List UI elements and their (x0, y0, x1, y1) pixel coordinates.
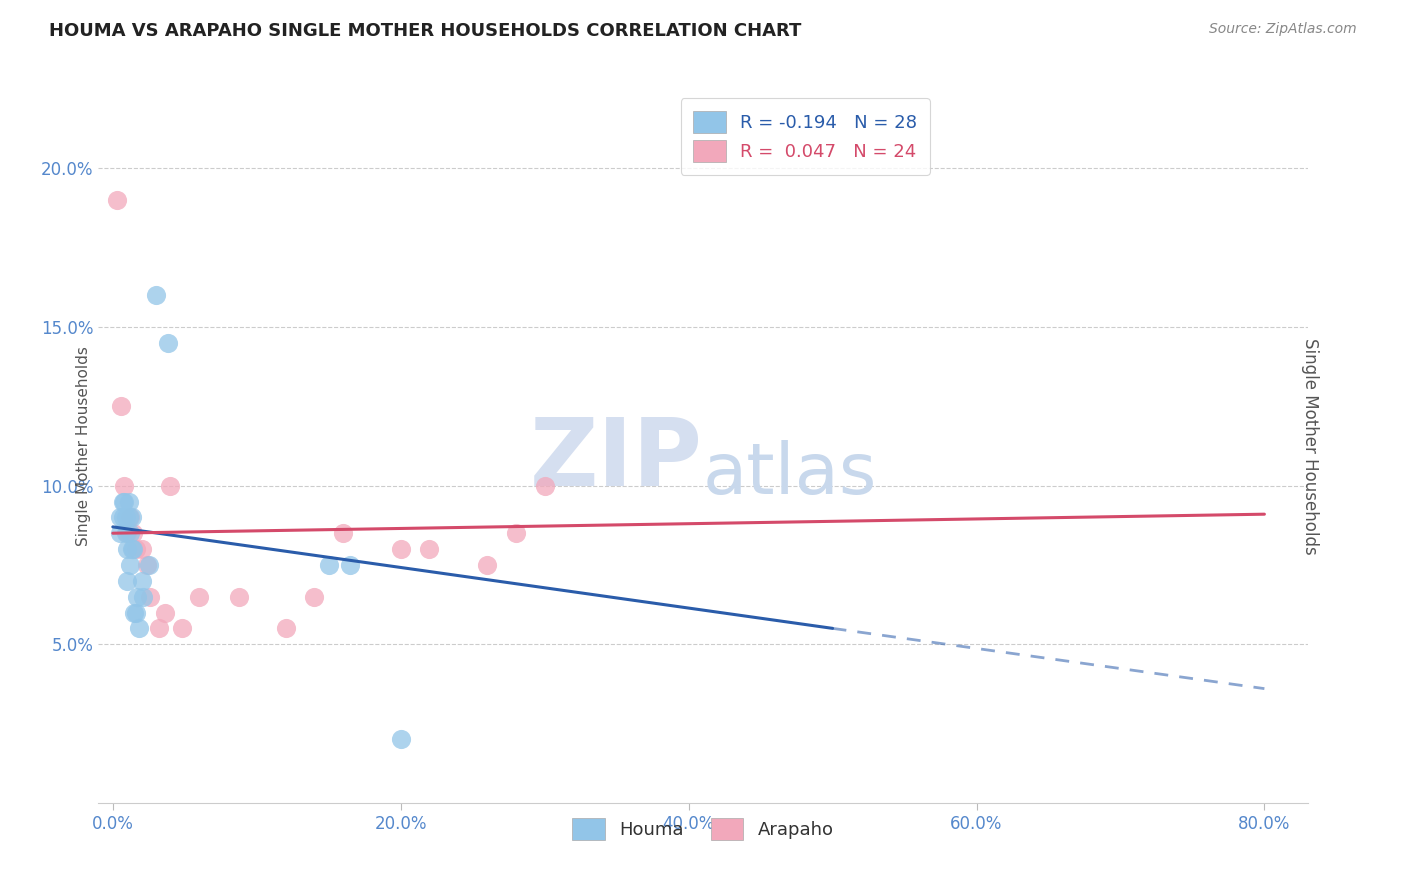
Point (114, 526, 136, 541)
Point (228, 590, 250, 604)
Point (136, 558, 159, 572)
Point (108, 510, 131, 524)
Point (132, 590, 155, 604)
Point (475, 558, 498, 572)
Text: Source: ZipAtlas.com: Source: ZipAtlas.com (1209, 22, 1357, 37)
Point (159, 478, 181, 492)
Point (139, 590, 162, 604)
Point (118, 510, 141, 524)
Point (505, 526, 527, 541)
Point (389, 732, 412, 747)
Text: HOUMA VS ARAPAHO SINGLE MOTHER HOUSEHOLDS CORRELATION CHART: HOUMA VS ARAPAHO SINGLE MOTHER HOUSEHOLD… (49, 22, 801, 40)
Point (121, 542, 143, 557)
Point (111, 494, 134, 508)
Point (138, 558, 160, 572)
Point (120, 526, 142, 541)
Point (145, 288, 167, 302)
Point (110, 400, 132, 414)
Text: ZIP: ZIP (530, 414, 703, 507)
Point (124, 606, 146, 620)
Point (274, 621, 297, 635)
Point (115, 574, 138, 588)
Y-axis label: Single Mother Households: Single Mother Households (1301, 338, 1319, 554)
Point (188, 590, 211, 604)
Point (120, 558, 142, 572)
Point (170, 621, 193, 635)
Point (118, 494, 141, 508)
Point (153, 606, 176, 620)
Point (122, 526, 145, 541)
Point (121, 510, 143, 524)
Point (389, 542, 412, 557)
Point (332, 526, 354, 541)
Point (533, 478, 555, 492)
Point (111, 510, 134, 524)
Point (131, 574, 153, 588)
Point (108, 526, 131, 541)
Point (318, 558, 340, 572)
Point (148, 621, 170, 635)
Point (114, 510, 136, 524)
Point (125, 542, 148, 557)
Point (127, 590, 149, 604)
Point (128, 621, 150, 635)
Point (112, 494, 135, 508)
Point (125, 606, 148, 620)
Point (115, 542, 138, 557)
Point (156, 335, 179, 350)
Point (418, 542, 440, 557)
Point (105, 193, 128, 207)
Point (122, 542, 145, 557)
Point (131, 542, 153, 557)
Y-axis label: Single Mother Households: Single Mother Households (76, 346, 91, 546)
Point (115, 526, 138, 541)
Point (112, 478, 135, 492)
Point (304, 590, 326, 604)
Legend: Houma, Arapaho: Houma, Arapaho (565, 811, 841, 847)
Point (339, 558, 361, 572)
Text: atlas: atlas (703, 440, 877, 509)
Point (120, 510, 142, 524)
